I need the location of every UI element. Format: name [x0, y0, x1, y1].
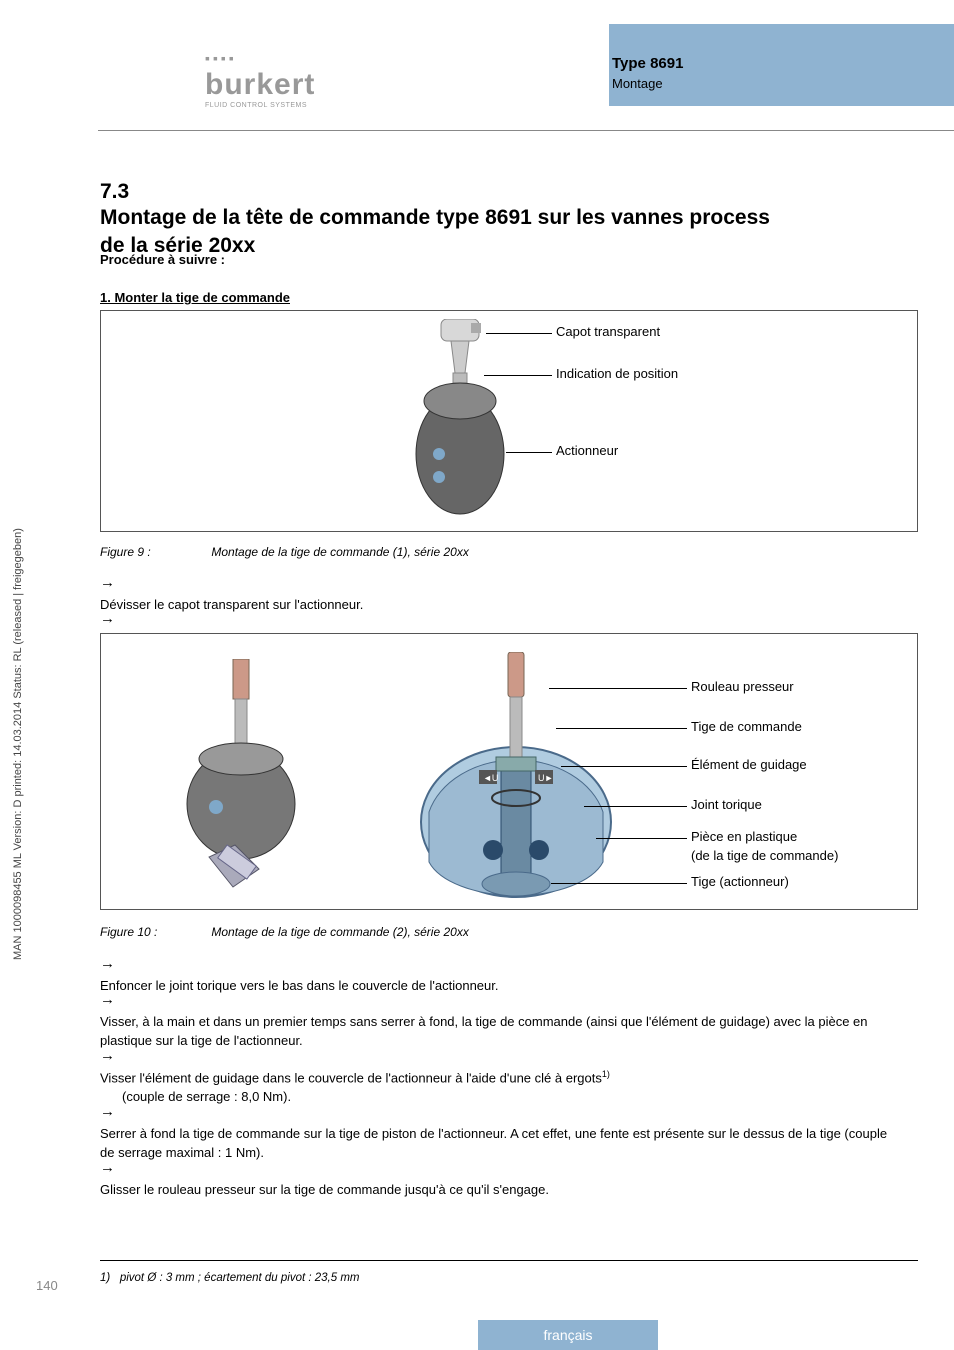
callout-line: [484, 375, 552, 376]
actuator-diagram-1: [411, 319, 521, 527]
section-heading: 7.3 Montage de la tête de commande type …: [100, 180, 904, 261]
callout-label: Élément de guidage: [691, 757, 911, 772]
callout-line: [486, 333, 552, 334]
figure-9-caption: Figure 9 : Montage de la tige de command…: [100, 545, 469, 559]
figure-9-box: Capot transparent Indication de position A…: [100, 310, 918, 532]
arrow-icon: →: [100, 1101, 122, 1124]
section-number: 7.3: [100, 180, 220, 204]
footnote: 1) pivot Ø : 3 mm ; écartement du pivot …: [100, 1272, 360, 1284]
sidebar-document-id: MAN 1000098455 ML Version: D printed: 14…: [12, 528, 24, 960]
logo-text: burkert: [205, 68, 315, 102]
header-divider: [98, 130, 954, 131]
callout-line: [549, 688, 687, 689]
callout-label: Capot transparent: [556, 324, 756, 339]
figure-10-text: Montage de la tige de commande (2), séri…: [211, 925, 468, 939]
callout-line: [551, 883, 687, 884]
arrow-icon: →: [100, 608, 122, 631]
header-subtitle: Montage: [612, 76, 663, 91]
procedure-label: Procédure à suivre :: [100, 252, 225, 267]
svg-text:U►: U►: [538, 773, 553, 783]
callout-label: (de la tige de commande): [691, 848, 911, 863]
language-badge: français: [478, 1320, 658, 1350]
logo-subtext: FLUID CONTROL SYSTEMS: [205, 102, 315, 109]
page-number: 140: [36, 1278, 58, 1293]
figure-10-caption: Figure 10 : Montage de la tige de comman…: [100, 925, 469, 939]
procedure-step: →Glisser le rouleau presseur sur la tige…: [100, 1157, 904, 1199]
procedure-step: →Visser l'élément de guidage dans le cou…: [100, 1045, 904, 1107]
procedure-step: →Visser, à la main et dans un premier te…: [100, 989, 904, 1051]
header-type-label: Type 8691: [612, 55, 683, 72]
arrow-icon: →: [100, 989, 122, 1012]
callout-label: Pièce en plastique: [691, 829, 911, 844]
callout-label: Tige de commande: [691, 719, 911, 734]
callout-label: Actionneur: [556, 443, 756, 458]
actuator-assembly-external: [161, 659, 321, 889]
step-text: Glisser le rouleau presseur sur la tige …: [100, 1180, 890, 1200]
footnote-text: pivot Ø : 3 mm ; écartement du pivot : 2…: [120, 1272, 360, 1284]
callout-line: [596, 838, 687, 839]
footnote-marker: 1): [100, 1272, 110, 1284]
procedure-step: →Serrer à fond la tige de commande sur l…: [100, 1101, 904, 1163]
figure-10-label: Figure 10 :: [100, 925, 208, 939]
callout-line: [584, 806, 687, 807]
callout-label: Rouleau presseur: [691, 679, 911, 694]
callout-line: [561, 766, 687, 767]
callout-label: Joint torique: [691, 797, 911, 812]
figure-10-box: ◄U U► Rouleau presseur Tige de commande Él…: [100, 633, 918, 910]
callout-line: [556, 728, 687, 729]
figure-9-label: Figure 9 :: [100, 545, 208, 559]
footnote-divider: [100, 1260, 918, 1261]
arrow-icon: →: [100, 1157, 122, 1180]
figure-9-text: Montage de la tige de commande (1), séri…: [211, 545, 468, 559]
actuator-assembly-cutaway: ◄U U►: [401, 652, 631, 902]
step-1-label: 1. Monter la tige de commande: [100, 290, 290, 305]
arrow-icon: →: [100, 572, 122, 595]
callout-label: Tige (actionneur): [691, 874, 911, 889]
callout-line: [506, 452, 552, 453]
logo-dots: ▪▪▪▪: [205, 50, 237, 66]
svg-text:◄U: ◄U: [483, 773, 498, 783]
callout-label: Indication de position: [556, 366, 756, 381]
arrow-icon: →: [100, 953, 122, 976]
logo: ▪▪▪▪ burkert FLUID CONTROL SYSTEMS: [205, 50, 315, 109]
arrow-icon: →: [100, 1045, 122, 1068]
